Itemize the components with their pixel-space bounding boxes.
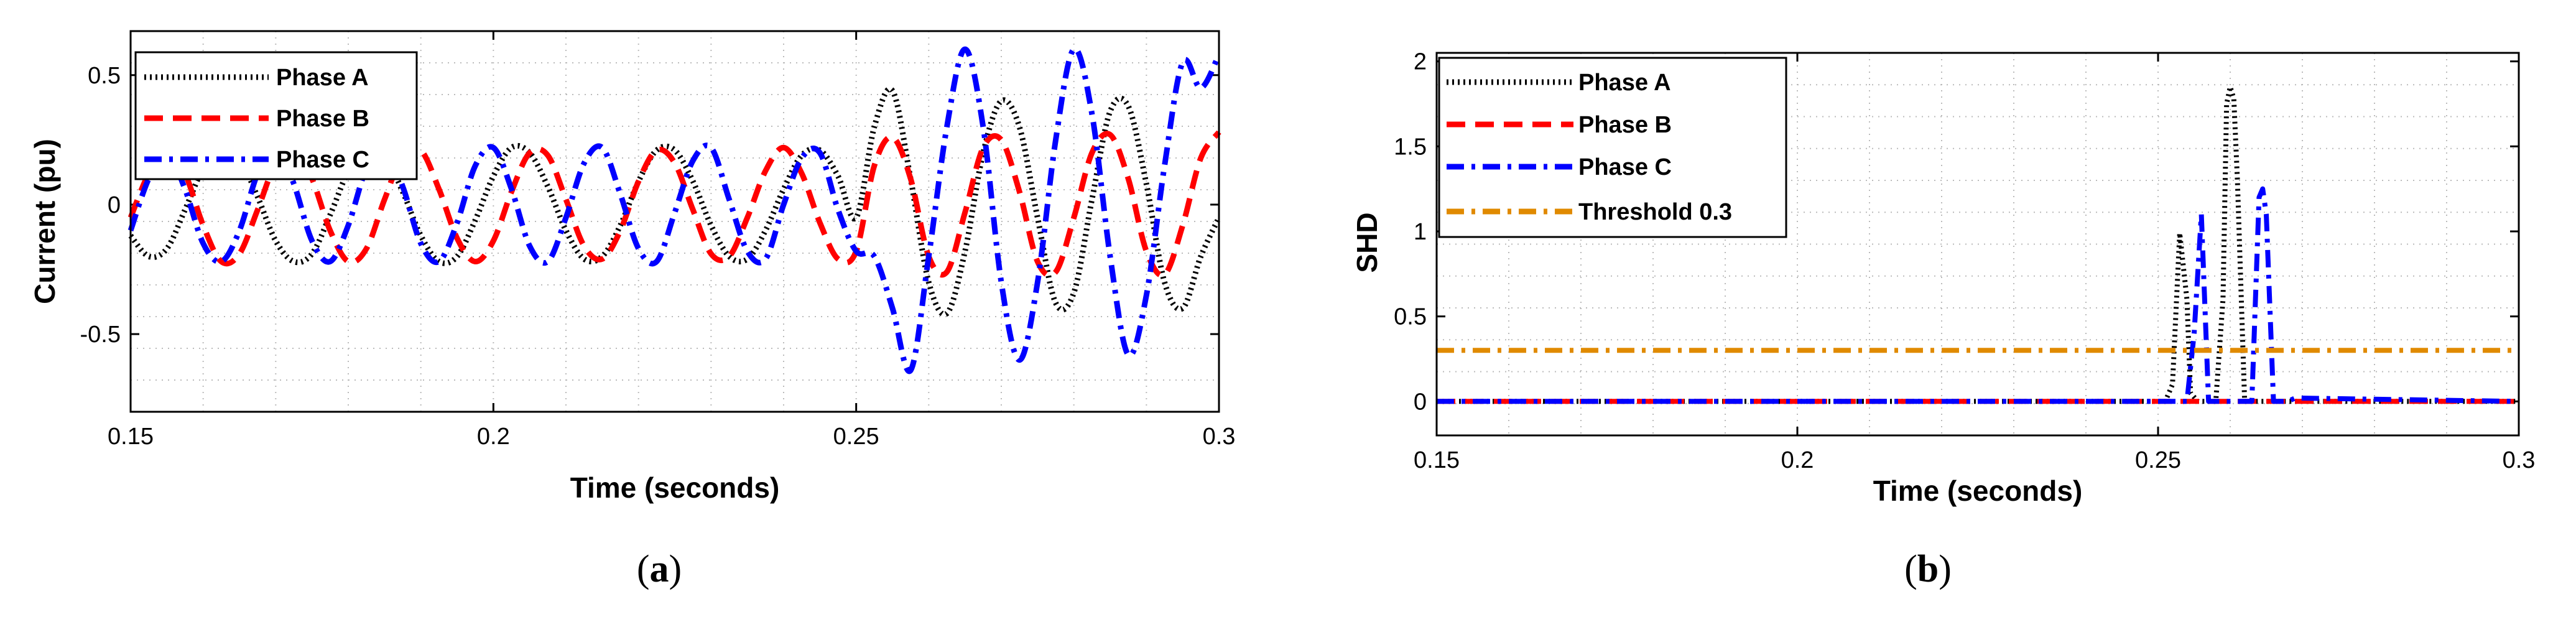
chart-b: 0.15 0.2 0.25 0.3 0 0.5 1 1.5 2 Time (seconds) S… xyxy=(1351,49,2535,590)
series-line-phase-b xyxy=(127,130,1221,279)
ticks-a: 0.15 0.2 0.25 0.3 -0.5 0 0.5 xyxy=(80,31,1236,450)
legend-a: Phase A Phase B Phase C xyxy=(134,51,418,180)
y-tick-label: 2 xyxy=(1414,49,1427,75)
y-tick-label: 0 xyxy=(108,192,121,218)
legend-label-phase-b-b: Phase B xyxy=(1578,112,1672,138)
x-tick-label: 0.3 xyxy=(1203,424,1236,450)
y-tick-label: 0.5 xyxy=(1394,304,1427,330)
series-b xyxy=(1437,84,2519,404)
subfigure-label-b: (b) xyxy=(1904,548,1952,590)
x-tick-label: 0.25 xyxy=(833,424,879,450)
series-line-phase-c xyxy=(127,46,1222,374)
series-line-phase-a xyxy=(128,86,1222,317)
legend-label-threshold-b: Threshold 0.3 xyxy=(1578,199,1732,225)
legend-box-b xyxy=(1438,57,1787,238)
y-axis-label-b: SHD xyxy=(1351,212,1383,272)
legend-label-phase-c-b: Phase C xyxy=(1578,154,1672,180)
y-tick-label: 1.5 xyxy=(1394,134,1427,160)
legend-b: Phase A Phase B Phase C Threshold 0.3 xyxy=(1438,57,1787,238)
y-tick-label: 0 xyxy=(1414,389,1427,415)
x-tick-label: 0.2 xyxy=(477,424,510,450)
series-line-phase-a xyxy=(1437,84,2519,404)
plot-frame-b xyxy=(1435,52,2520,437)
subfigure-label-a: (a) xyxy=(637,548,682,590)
series-a xyxy=(127,46,1222,374)
x-tick-label: 0.25 xyxy=(2135,447,2181,473)
legend-label-phase-c-a: Phase C xyxy=(276,147,369,173)
x-axis-label-a: Time (seconds) xyxy=(570,471,780,504)
legend-label-phase-a-b: Phase A xyxy=(1578,70,1671,96)
x-tick-label: 0.2 xyxy=(1781,447,1814,473)
plot-frame-a xyxy=(129,30,1220,413)
x-axis-label-b: Time (seconds) xyxy=(1873,475,2083,507)
legend-label-phase-a-a: Phase A xyxy=(276,65,369,91)
y-axis-label-a: Current (pu) xyxy=(29,139,61,304)
y-tick-label: -0.5 xyxy=(80,322,121,348)
x-tick-label: 0.15 xyxy=(108,424,154,450)
y-tick-label: 1 xyxy=(1414,219,1427,245)
y-tick-label: 0.5 xyxy=(88,63,121,89)
x-tick-label: 0.15 xyxy=(1414,447,1460,473)
series-line-phase-c xyxy=(1437,186,2519,404)
legend-label-phase-b-a: Phase B xyxy=(276,106,369,132)
x-tick-label: 0.3 xyxy=(2503,447,2536,473)
chart-a: 0.15 0.2 0.25 0.3 -0.5 0 0.5 Time (seconds) Cu… xyxy=(29,30,1236,590)
